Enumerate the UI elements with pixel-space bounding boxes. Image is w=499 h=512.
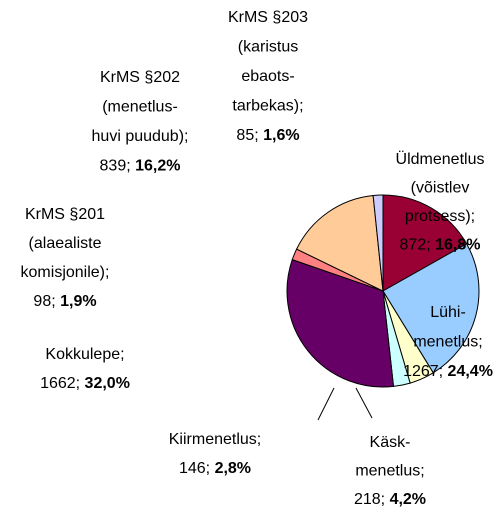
slice-label: Käsk- [370, 434, 411, 451]
share-label: 4,2% [390, 491, 426, 508]
value: 218 [354, 491, 381, 508]
pie-slice [382, 194, 468, 292]
separator: ; [126, 158, 135, 175]
separator: ; [439, 363, 448, 380]
slice-label: KrMS §203 [228, 9, 308, 26]
slice-label: (menetlus- [102, 99, 178, 116]
slice-value-label: 146; 2,8% [179, 460, 251, 477]
separator: ; [76, 375, 85, 392]
slice-label: KrMS §201 [25, 206, 105, 223]
share-label: 16,8% [435, 237, 480, 254]
slice-label: menetlus; [355, 463, 424, 480]
separator: ; [381, 491, 390, 508]
separator: ; [254, 127, 263, 144]
share-label: 16,2% [135, 158, 180, 175]
pie-slice [372, 194, 384, 292]
share-label: 2,8% [215, 460, 251, 477]
slice-label: Lühi- [430, 304, 466, 321]
value: 1267 [403, 363, 439, 380]
slice-value-label: 218; 4,2% [354, 491, 426, 508]
separator: ; [206, 460, 215, 477]
pie-slice [286, 258, 395, 388]
slice-label: komisjonile); [21, 264, 110, 281]
pie-slice [382, 243, 480, 374]
slice-value-label: 1267; 24,4% [403, 363, 493, 380]
value: 872 [400, 237, 427, 254]
slice-label: Üldmenetlus [396, 150, 485, 168]
slice-label: KrMS §202 [100, 69, 180, 86]
value: 1662 [40, 375, 76, 392]
separator: ; [51, 293, 60, 310]
slice-label: (alaealiste [29, 235, 102, 252]
slice-label: Kokkulepe; [45, 346, 124, 363]
slice-label: (karistus [238, 39, 298, 56]
slice-value-label: 98; 1,9% [33, 293, 96, 310]
slice-label: huvi puudub); [92, 128, 189, 145]
slice-value-label: 1662; 32,0% [40, 375, 130, 392]
share-label: 24,4% [448, 363, 493, 380]
leader-line [317, 387, 335, 421]
slice-label: (võistlev [411, 180, 470, 197]
share-label: 1,6% [263, 127, 299, 144]
value: 146 [179, 460, 206, 477]
slice-value-label: 872; 16,8% [400, 237, 481, 254]
share-label: 1,9% [60, 293, 96, 310]
slice-label: ebaots- [241, 68, 294, 85]
slice-label: Kiirmenetlus; [169, 431, 261, 448]
share-label: 32,0% [85, 375, 130, 392]
value: 98 [33, 293, 51, 310]
pie-slice [295, 194, 384, 292]
value: 839 [100, 158, 127, 175]
slice-label: menetlus; [413, 334, 482, 351]
leader-line [355, 387, 373, 419]
separator: ; [426, 237, 435, 254]
value: 85 [236, 127, 254, 144]
slice-label: tarbekas); [232, 98, 303, 115]
slice-label: protsess); [405, 208, 475, 225]
slice-value-label: 85; 1,6% [236, 127, 299, 144]
slice-value-label: 839; 16,2% [100, 158, 181, 175]
